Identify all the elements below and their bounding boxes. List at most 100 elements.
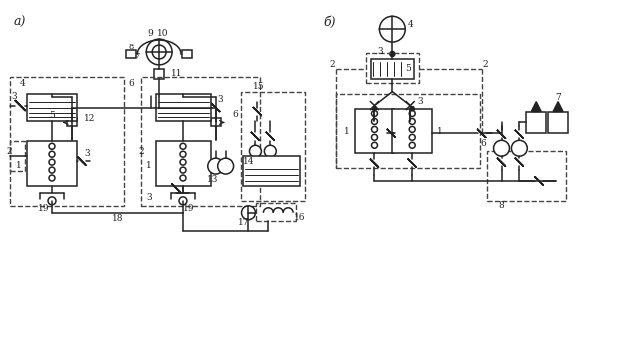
Bar xyxy=(336,93,480,168)
Circle shape xyxy=(371,134,378,140)
Circle shape xyxy=(242,206,255,220)
Circle shape xyxy=(373,106,376,110)
Text: а): а) xyxy=(14,16,27,29)
Circle shape xyxy=(371,110,378,117)
Bar xyxy=(242,156,300,186)
Bar xyxy=(240,92,305,201)
Circle shape xyxy=(180,167,186,173)
Text: 5: 5 xyxy=(49,111,55,120)
Circle shape xyxy=(390,52,395,56)
Text: 3: 3 xyxy=(12,92,17,101)
Circle shape xyxy=(180,151,186,157)
Text: 3: 3 xyxy=(218,95,224,104)
Bar xyxy=(11,141,25,171)
Text: 4: 4 xyxy=(407,20,413,29)
Bar xyxy=(156,141,211,186)
Bar xyxy=(548,112,568,133)
Circle shape xyxy=(146,39,172,65)
Bar xyxy=(154,69,164,79)
Text: 7: 7 xyxy=(135,52,140,60)
Text: 17: 17 xyxy=(238,218,249,227)
Circle shape xyxy=(180,143,186,149)
Circle shape xyxy=(409,118,415,125)
Circle shape xyxy=(265,145,276,157)
Text: 10: 10 xyxy=(158,29,169,38)
Text: 5: 5 xyxy=(405,64,411,73)
Text: 16: 16 xyxy=(294,213,306,222)
Circle shape xyxy=(410,106,414,110)
Bar xyxy=(527,112,546,133)
Text: 6: 6 xyxy=(481,139,486,148)
Text: 8: 8 xyxy=(499,201,504,210)
Circle shape xyxy=(180,159,186,165)
Bar xyxy=(142,77,260,206)
Text: 19: 19 xyxy=(38,204,50,213)
Text: 3: 3 xyxy=(84,149,90,158)
Circle shape xyxy=(371,142,378,148)
Text: 1: 1 xyxy=(344,127,350,136)
Circle shape xyxy=(250,145,261,157)
Text: 8: 8 xyxy=(129,43,134,51)
Circle shape xyxy=(371,126,378,132)
Bar xyxy=(486,151,566,201)
Text: 18: 18 xyxy=(112,214,123,223)
Circle shape xyxy=(409,142,415,148)
Bar xyxy=(67,118,77,126)
Circle shape xyxy=(49,167,55,173)
Circle shape xyxy=(208,158,224,174)
Circle shape xyxy=(49,143,55,149)
Circle shape xyxy=(152,45,166,59)
Text: 6: 6 xyxy=(233,110,239,119)
Bar xyxy=(366,53,419,83)
Bar xyxy=(392,109,432,153)
Polygon shape xyxy=(531,101,541,112)
Text: 12: 12 xyxy=(84,114,95,123)
Circle shape xyxy=(494,140,509,156)
Text: 7: 7 xyxy=(555,93,561,102)
Bar xyxy=(211,118,221,126)
Circle shape xyxy=(512,140,527,156)
Text: 2: 2 xyxy=(138,147,144,156)
Bar xyxy=(127,50,137,58)
Text: 3: 3 xyxy=(378,47,383,56)
Circle shape xyxy=(180,175,186,181)
Circle shape xyxy=(372,119,377,124)
Circle shape xyxy=(409,110,415,117)
Text: 11: 11 xyxy=(171,69,183,78)
Circle shape xyxy=(49,175,55,181)
Polygon shape xyxy=(553,101,563,112)
Circle shape xyxy=(48,197,56,205)
Text: 1: 1 xyxy=(16,161,22,170)
Text: 13: 13 xyxy=(207,174,218,183)
Circle shape xyxy=(218,158,234,174)
Text: 1: 1 xyxy=(146,161,152,170)
Bar xyxy=(27,141,77,186)
Bar xyxy=(256,203,296,221)
Circle shape xyxy=(409,126,415,132)
Text: 14: 14 xyxy=(243,157,254,166)
Circle shape xyxy=(49,151,55,157)
Text: 6: 6 xyxy=(129,79,134,88)
Text: 2: 2 xyxy=(483,60,488,69)
Text: 3: 3 xyxy=(417,97,423,106)
Bar xyxy=(371,59,414,79)
Text: 15: 15 xyxy=(253,82,265,91)
Bar xyxy=(11,77,124,206)
Bar xyxy=(27,93,77,121)
Text: 1: 1 xyxy=(437,127,443,136)
Text: 2: 2 xyxy=(6,147,12,156)
Circle shape xyxy=(371,118,378,125)
Text: 4: 4 xyxy=(19,79,25,88)
Circle shape xyxy=(379,16,405,42)
Text: 19: 19 xyxy=(183,204,195,213)
Circle shape xyxy=(179,197,187,205)
Circle shape xyxy=(409,134,415,140)
Bar xyxy=(182,50,192,58)
Bar xyxy=(355,109,394,153)
Text: 9: 9 xyxy=(147,29,153,38)
Bar xyxy=(156,93,211,121)
Circle shape xyxy=(408,119,413,124)
Circle shape xyxy=(49,159,55,165)
Text: 2: 2 xyxy=(329,60,334,69)
Text: б): б) xyxy=(324,16,336,29)
